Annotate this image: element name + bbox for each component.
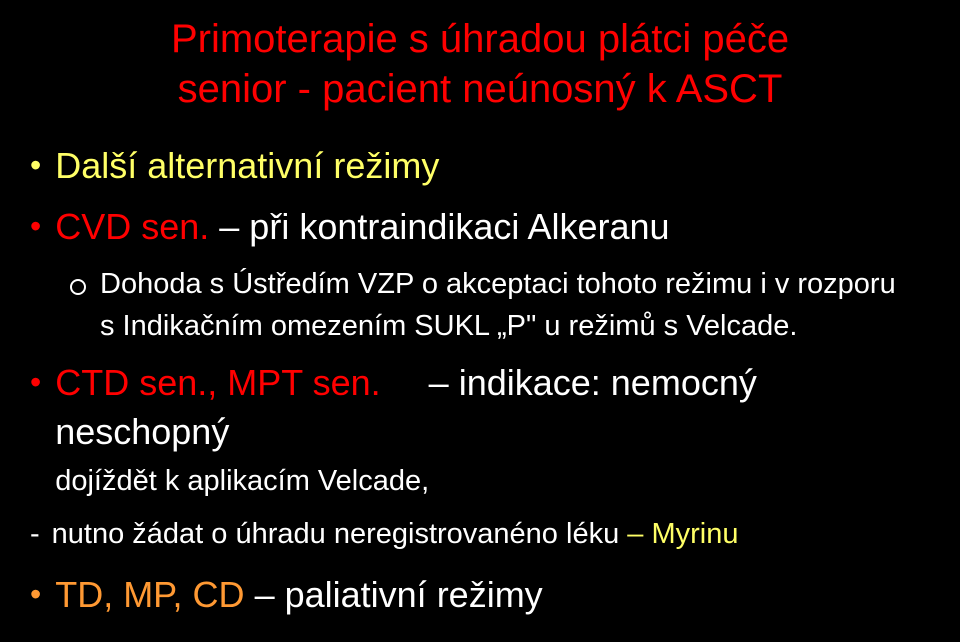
sub-bullet-1-text: Dohoda s Ústředím VZP o akceptaci tohoto… <box>100 263 896 347</box>
bullet-4-text: TD, MP, CD – paliativní režimy <box>55 571 940 620</box>
title-line-1: Primoterapie s úhradou plátci péče <box>171 17 789 61</box>
bullet-2-red: CVD sen. <box>55 206 209 247</box>
dash-text: nutno žádat o úhradu neregistrovanéno lé… <box>52 513 940 555</box>
bullet-4: • TD, MP, CD – paliativní režimy <box>30 571 940 620</box>
slide-title: Primoterapie s úhradou plátci péče senio… <box>20 14 940 114</box>
bullet-dot-icon: • <box>30 575 41 613</box>
title-line-2: senior - pacient neúnosný k ASCT <box>178 67 783 111</box>
bullet-4-orange: TD, MP, CD <box>55 574 244 615</box>
circle-bullet-icon <box>70 279 86 295</box>
bullet-2-text: CVD sen. – při kontraindikaci Alkeranu <box>55 203 940 252</box>
sub-1-line-b: s Indikačním omezením SUKL „P" u režimů … <box>100 310 797 342</box>
bullet-4-white: – paliativní režimy <box>255 574 543 615</box>
sub-1-line-a: Dohoda s Ústředím VZP o akceptaci tohoto… <box>100 268 896 300</box>
bullet-3: • CTD sen., MPT sen. – indikace: nemocný… <box>30 359 940 502</box>
bullet-3-text: CTD sen., MPT sen. – indikace: nemocný n… <box>55 359 940 502</box>
dash-icon: - <box>30 513 40 555</box>
content: • Další alternativní režimy • CVD sen. –… <box>20 142 940 619</box>
bullet-dot-icon: • <box>30 207 41 245</box>
bullet-dot-icon: • <box>30 146 41 184</box>
dash-line: - nutno žádat o úhradu neregistrovanéno … <box>30 513 940 555</box>
bullet-dot-icon: • <box>30 363 41 401</box>
sub-bullet-1: Dohoda s Ústředím VZP o akceptaci tohoto… <box>70 263 940 347</box>
dash-yellow: – Myrinu <box>627 518 738 550</box>
bullet-2: • CVD sen. – při kontraindikaci Alkeranu <box>30 203 940 252</box>
bullet-2-white: – při kontraindikaci Alkeranu <box>219 206 669 247</box>
bullet-1: • Další alternativní režimy <box>30 142 940 191</box>
bullet-3-red: CTD sen., MPT sen. <box>55 362 380 403</box>
bullet-3-cont: dojíždět k aplikacím Velcade, <box>55 460 940 502</box>
bullet-1-text: Další alternativní režimy <box>55 142 940 191</box>
slide: Primoterapie s úhradou plátci péče senio… <box>0 0 960 642</box>
dash-white: nutno žádat o úhradu neregistrovanéno lé… <box>52 518 628 550</box>
